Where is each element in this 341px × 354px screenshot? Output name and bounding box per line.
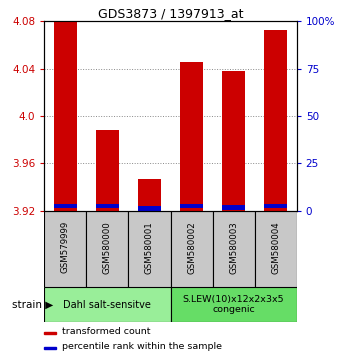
Bar — [255, 211, 297, 287]
Text: percentile rank within the sample: percentile rank within the sample — [62, 342, 222, 351]
Bar — [54, 204, 77, 209]
Text: Dahl salt-sensitve: Dahl salt-sensitve — [63, 299, 151, 309]
Text: strain ▶: strain ▶ — [12, 300, 53, 310]
Bar — [96, 204, 119, 209]
Text: S.LEW(10)x12x2x3x5
congenic: S.LEW(10)x12x2x3x5 congenic — [183, 295, 284, 314]
Text: transformed count: transformed count — [62, 327, 150, 336]
Bar — [138, 206, 161, 211]
Text: GSM580000: GSM580000 — [103, 221, 112, 274]
Bar — [44, 211, 86, 287]
Bar — [264, 204, 287, 209]
Text: GSM580001: GSM580001 — [145, 221, 154, 274]
Bar — [96, 130, 119, 211]
Bar — [222, 71, 245, 211]
Text: GSM580003: GSM580003 — [229, 221, 238, 274]
Bar — [264, 29, 287, 211]
Bar — [180, 62, 203, 211]
Bar — [170, 287, 297, 322]
Bar — [86, 211, 129, 287]
Bar — [54, 18, 77, 211]
Bar — [180, 204, 203, 209]
Bar — [170, 211, 212, 287]
Text: GSM579999: GSM579999 — [61, 221, 70, 273]
Text: GSM580002: GSM580002 — [187, 221, 196, 274]
Title: GDS3873 / 1397913_at: GDS3873 / 1397913_at — [98, 7, 243, 20]
Bar — [44, 347, 56, 349]
Text: GSM580004: GSM580004 — [271, 221, 280, 274]
Bar — [222, 205, 245, 210]
Bar — [212, 211, 255, 287]
Bar — [44, 332, 56, 335]
Bar — [138, 179, 161, 211]
Bar — [44, 287, 170, 322]
Bar — [129, 211, 170, 287]
